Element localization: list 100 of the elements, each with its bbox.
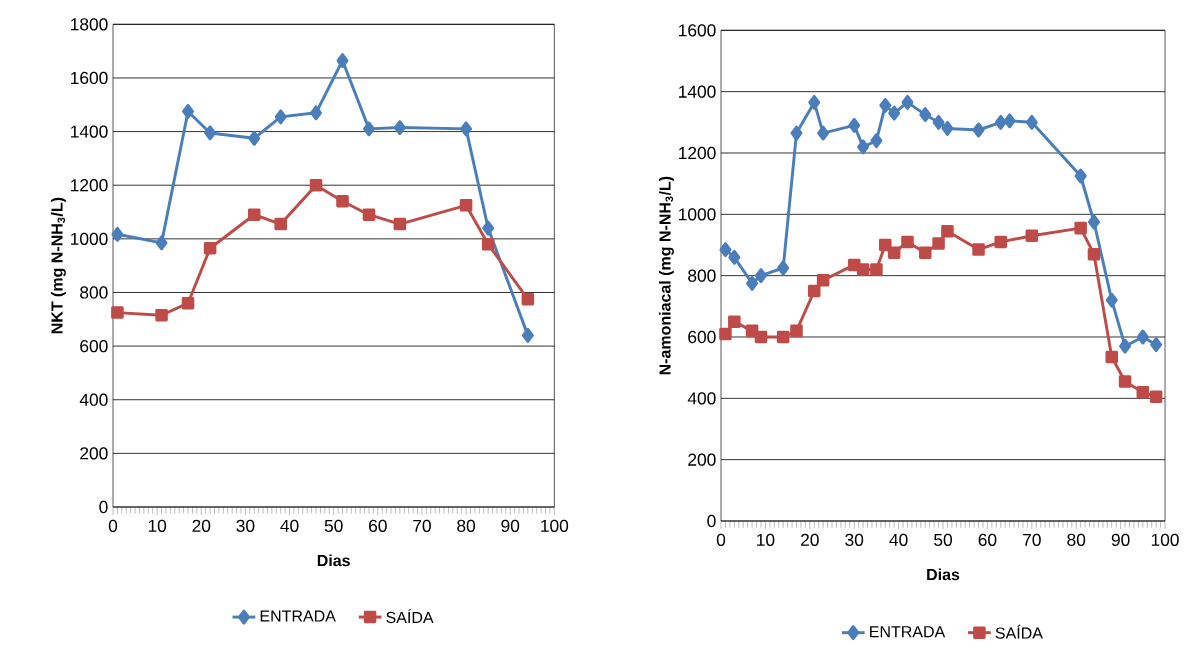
x-axis-title: Dias [927, 568, 960, 581]
point [181, 296, 195, 310]
legend-label: SAÍDA [995, 624, 1043, 639]
x-tick-label: 0 [108, 519, 118, 532]
x-tick-label: 20 [801, 533, 819, 546]
point [1150, 337, 1163, 353]
point [1136, 329, 1149, 345]
point [248, 130, 261, 146]
y-tick-label: 1400 [71, 125, 108, 138]
x-tick-label: 100 [1151, 533, 1179, 546]
y-tick-label: 600 [80, 339, 108, 353]
point [848, 117, 861, 133]
y-tick-label: 600 [688, 330, 716, 344]
point [879, 238, 892, 252]
point [746, 275, 759, 291]
point [336, 53, 349, 68]
point [362, 208, 376, 221]
point [309, 178, 323, 192]
point [111, 306, 124, 319]
x-tick-label: 20 [192, 519, 211, 532]
x-axis-title: Dias [317, 554, 350, 567]
point [790, 125, 803, 141]
x-tick-label: 80 [457, 519, 476, 532]
y-tick-label: 1000 [71, 232, 108, 245]
point [111, 226, 124, 242]
x-tick-label: 40 [280, 519, 299, 532]
y-axis-title: N-amoniacal (mg N-NH$_{3}$/L) [658, 176, 674, 375]
point [310, 105, 322, 121]
point [870, 263, 883, 276]
point [728, 249, 741, 265]
point [155, 309, 168, 322]
y-tick-label: 1200 [71, 179, 108, 192]
y-tick-label: 0 [99, 500, 108, 514]
point [888, 105, 901, 121]
point [1003, 113, 1016, 129]
x-tick-label: 30 [845, 533, 864, 546]
point [1149, 390, 1163, 404]
point [972, 122, 985, 138]
point [941, 224, 954, 238]
y-tick-label: 1000 [679, 208, 716, 221]
point [1074, 168, 1087, 184]
point [1025, 114, 1038, 130]
point [1105, 350, 1118, 364]
point [1088, 214, 1100, 230]
point [755, 268, 767, 284]
y-tick-label: 400 [79, 393, 108, 406]
point [274, 109, 287, 125]
legend-label: SAÍDA [386, 609, 434, 624]
point [719, 327, 732, 341]
point [901, 235, 914, 249]
point [1074, 221, 1087, 235]
point [1105, 292, 1118, 308]
y-tick-label: 200 [80, 447, 108, 460]
point [1118, 375, 1132, 388]
point [481, 237, 495, 251]
point [393, 120, 406, 136]
point [204, 125, 217, 141]
point [816, 273, 830, 287]
y-tick-label: 800 [80, 286, 108, 299]
point [941, 120, 954, 136]
x-tick-label: 60 [369, 519, 387, 532]
point [247, 208, 261, 221]
point [728, 315, 741, 328]
point [879, 97, 892, 113]
point [776, 330, 790, 344]
y-tick-label: 200 [688, 453, 716, 466]
point [460, 121, 473, 137]
point [155, 235, 168, 251]
point [994, 114, 1007, 130]
point [363, 121, 375, 137]
point [482, 220, 495, 236]
point [932, 114, 945, 130]
point [1087, 247, 1101, 261]
y-tick-label: 1600 [679, 24, 716, 37]
x-tick-label: 70 [1023, 533, 1041, 546]
point [932, 237, 945, 250]
point [887, 246, 901, 259]
point [1025, 229, 1039, 243]
x-tick-label: 50 [324, 519, 343, 532]
point [901, 94, 914, 110]
point [182, 104, 194, 119]
point [521, 292, 535, 306]
y-tick-label: 800 [688, 269, 716, 282]
point [972, 243, 985, 256]
x-tick-label: 0 [716, 533, 726, 546]
y-axis-title: NKT (mg N-NH$_{3}$/L) [50, 197, 66, 334]
y-tick-label: 1200 [679, 146, 716, 160]
point [203, 241, 217, 255]
x-tick-label: 90 [1111, 533, 1130, 546]
y-tick-label: 1800 [71, 18, 108, 31]
x-tick-label: 50 [934, 533, 952, 546]
point [817, 125, 830, 141]
point [459, 199, 473, 212]
point [274, 217, 287, 231]
point [807, 284, 821, 298]
x-tick-label: 40 [889, 533, 908, 546]
x-tick-label: 10 [148, 519, 167, 532]
point [994, 235, 1007, 249]
legend-label: ENTRADA [260, 610, 336, 622]
point [857, 139, 870, 155]
